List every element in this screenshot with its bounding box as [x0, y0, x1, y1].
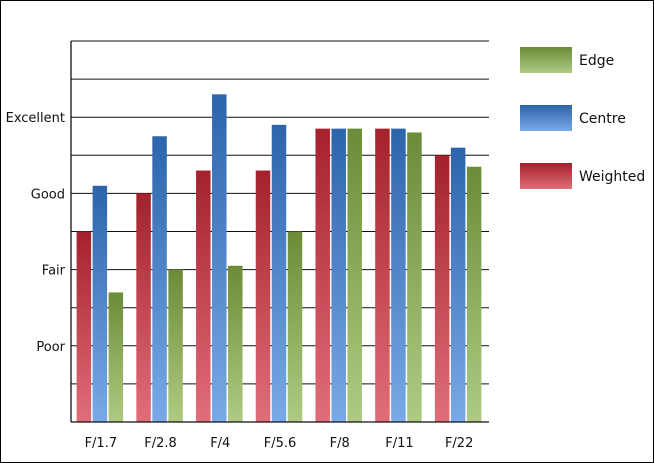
- y-tick-label: Poor: [36, 340, 65, 355]
- y-tick-labels: Poor Fair Good Excellent: [6, 111, 66, 355]
- bar-weighted-F11: [375, 128, 390, 422]
- bar-weighted-F22: [434, 155, 450, 423]
- y-tick-label: Excellent: [6, 111, 65, 126]
- x-tick-label: F/5.6: [264, 436, 297, 451]
- bars: [76, 94, 482, 423]
- x-tick-label: F/1.7: [85, 436, 118, 451]
- y-tick-label: Fair: [42, 264, 66, 279]
- bar-centre-F28: [152, 136, 167, 422]
- bar-weighted-F4: [196, 170, 211, 422]
- legend: Edge Centre Weighted: [520, 47, 645, 189]
- x-tick-label: F/22: [445, 436, 473, 451]
- bar-edge-F28: [168, 269, 183, 422]
- legend-swatch-weighted: [520, 163, 572, 189]
- bar-edge-F11: [407, 132, 422, 422]
- legend-swatch-centre: [520, 105, 572, 131]
- bar-weighted-F56: [255, 170, 271, 422]
- bar-centre-F4: [212, 94, 227, 422]
- bar-weighted-F17: [76, 231, 92, 422]
- x-tick-label: F/2.8: [144, 436, 177, 451]
- y-tick-label: Good: [31, 187, 65, 202]
- legend-label-edge: Edge: [579, 53, 614, 69]
- x-tick-labels: F/1.7 F/2.8 F/4 F/5.6 F/8 F/11 F/22: [85, 436, 474, 451]
- bar-edge-F22: [466, 166, 482, 422]
- bar-centre-F56: [271, 124, 287, 422]
- legend-label-weighted: Weighted: [579, 169, 645, 185]
- x-tick-label: F/8: [330, 436, 350, 451]
- legend-label-centre: Centre: [579, 111, 626, 127]
- axes: [70, 41, 489, 423]
- bar-edge-F8: [347, 128, 362, 422]
- bar-edge-F17: [108, 292, 124, 422]
- bar-centre-F22: [450, 147, 466, 422]
- bar-edge-F4: [228, 265, 243, 422]
- bar-edge-F56: [287, 231, 303, 422]
- bar-centre-F17: [92, 185, 108, 422]
- x-tick-label: F/4: [210, 436, 230, 451]
- bar-weighted-F28: [136, 193, 151, 422]
- x-tick-label: F/11: [385, 436, 413, 451]
- bar-centre-F11: [391, 128, 406, 422]
- legend-swatch-edge: [520, 47, 572, 73]
- bar-centre-F8: [331, 128, 346, 422]
- bar-weighted-F8: [315, 128, 330, 422]
